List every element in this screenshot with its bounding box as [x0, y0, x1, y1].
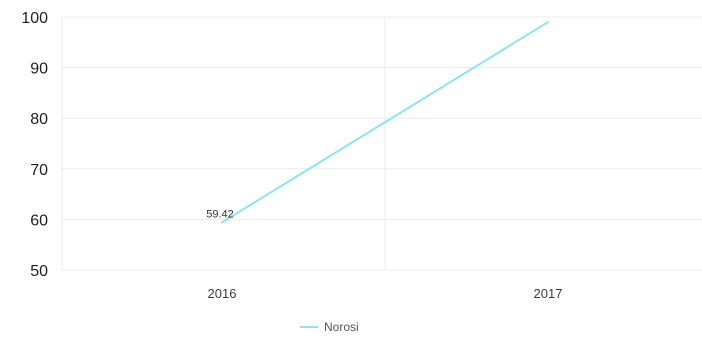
- y-tick-label-70: 70: [30, 162, 48, 179]
- y-tick-label-80: 80: [30, 111, 48, 128]
- data-labels-layer: 59.42: [206, 208, 234, 220]
- y-tick-label-60: 60: [30, 212, 48, 229]
- legend[interactable]: Norosi: [300, 320, 359, 334]
- y-axis-ticks: 50 60 70 80 90 100: [21, 10, 48, 280]
- y-tick-label-50: 50: [30, 263, 48, 280]
- x-tick-label-2016: 2016: [208, 286, 237, 301]
- series-layer: [221, 21, 549, 224]
- x-axis-ticks: 2016 2017: [208, 286, 563, 301]
- y-tick-label-90: 90: [30, 61, 48, 78]
- data-label-2016: 59.42: [206, 208, 234, 220]
- y-tick-label-100: 100: [21, 10, 48, 27]
- legend-label-norosi[interactable]: Norosi: [324, 320, 359, 334]
- series-line-norosi[interactable]: [221, 21, 549, 224]
- grid-layer: [61, 16, 702, 271]
- x-tick-label-2017: 2017: [534, 286, 563, 301]
